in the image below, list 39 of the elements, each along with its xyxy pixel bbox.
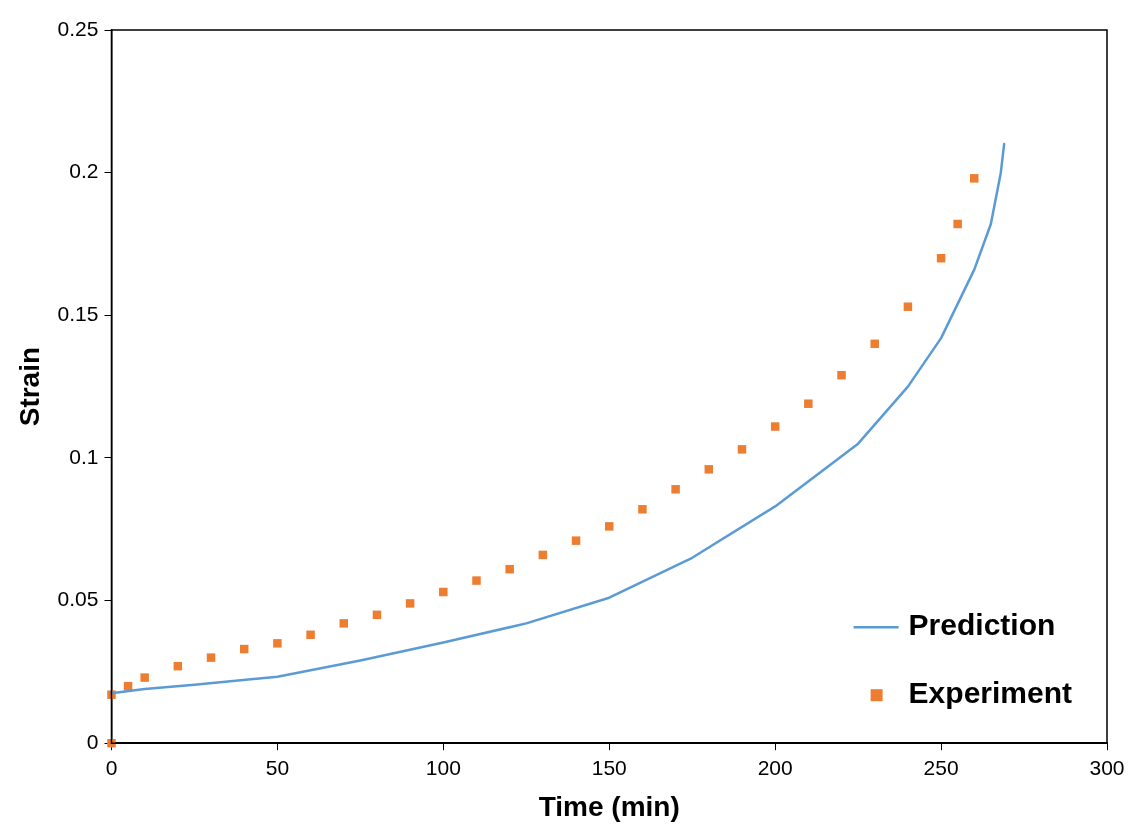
y-tick-label: 0.15 <box>57 302 99 326</box>
point <box>903 302 913 311</box>
x-tick-label: 150 <box>591 755 627 779</box>
x-tick-label: 200 <box>757 755 793 779</box>
x-tick-label: 250 <box>923 755 959 779</box>
x-tick-label: 100 <box>425 755 461 779</box>
point <box>804 399 813 408</box>
point <box>472 576 481 585</box>
point <box>953 219 962 229</box>
y-tick-label: 0 <box>86 730 99 753</box>
point <box>638 505 647 514</box>
point <box>206 653 216 662</box>
y-axis-title: Strain <box>13 346 45 427</box>
y-tick-label: 0.1 <box>69 444 99 468</box>
point <box>770 422 780 431</box>
point <box>306 630 315 640</box>
point <box>704 465 714 474</box>
point <box>671 485 680 494</box>
y-tick-label: 0.05 <box>57 587 99 611</box>
point <box>571 536 581 545</box>
x-tick-label: 300 <box>1089 755 1125 779</box>
point <box>837 370 846 380</box>
point <box>273 639 282 648</box>
point <box>870 339 879 349</box>
point <box>737 445 747 454</box>
legend-label: Experiment <box>908 676 1073 710</box>
y-tick-label: 0.25 <box>57 16 99 40</box>
point <box>970 174 979 183</box>
x-tick-label: 50 <box>265 755 290 779</box>
point <box>505 564 514 574</box>
x-axis-title: Time (min) <box>538 790 680 822</box>
point <box>604 522 614 531</box>
point <box>339 619 349 628</box>
y-tick-label: 0.2 <box>69 159 99 183</box>
point <box>140 673 149 682</box>
x-tick-label: 0 <box>105 755 118 779</box>
legend-label: Prediction <box>908 608 1056 642</box>
point <box>439 587 448 597</box>
point <box>405 599 415 608</box>
